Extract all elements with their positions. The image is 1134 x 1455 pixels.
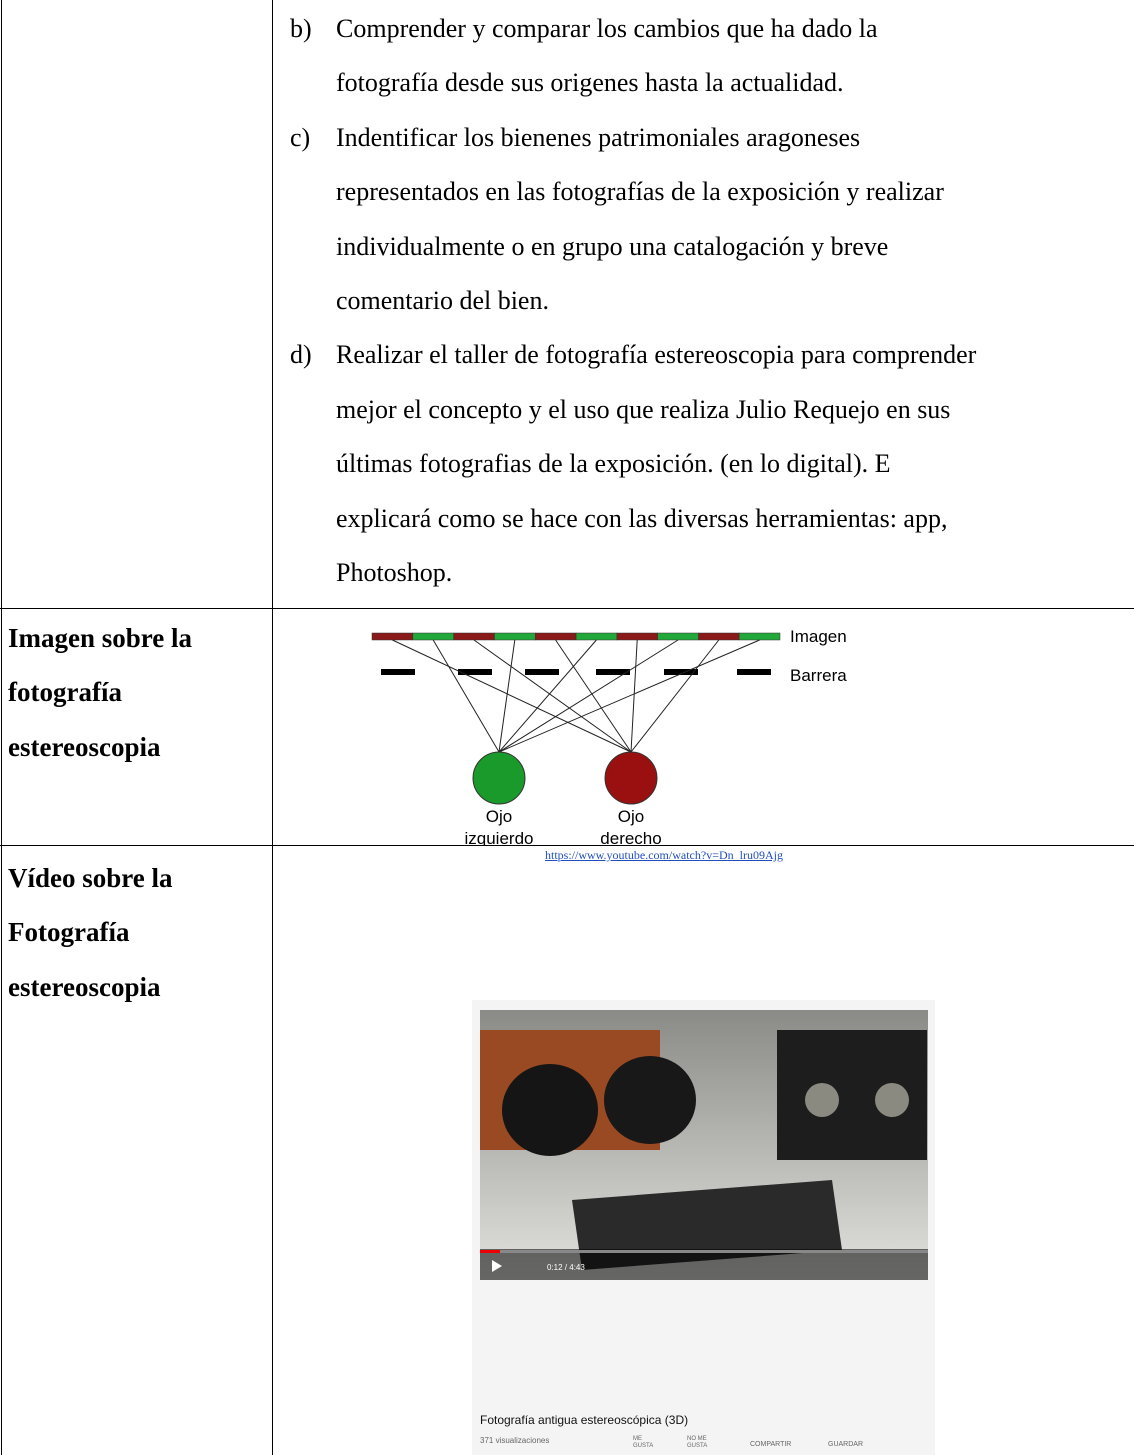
row-label: Imagen sobre la [8, 623, 193, 653]
right-eye [604, 751, 658, 805]
sight-line [473, 639, 632, 753]
sight-line [498, 639, 760, 753]
list-text: comentario del bien. [336, 286, 549, 315]
row-label: estereoscopia [8, 972, 161, 1002]
like-button[interactable]: ME [633, 1436, 642, 1442]
video-title: Fotografía antigua estereoscópica (3D) [480, 1413, 688, 1427]
row-label: Vídeo sobre la [8, 863, 173, 893]
video-screenshot: 0:12 / 4:43 Fotografía antigua estereosc… [472, 1000, 935, 1455]
control-bar [480, 1249, 928, 1280]
row-label: Fotografía [8, 917, 130, 947]
image-segment [534, 632, 577, 641]
eye-label: Ojo [618, 807, 644, 826]
list-text: Comprender y comparar los cambios que ha… [336, 14, 878, 43]
sight-line [498, 639, 597, 753]
video-link[interactable]: https://www.youtube.com/watch?v=Dn_lru09… [545, 848, 783, 862]
list-text: últimas fotografias de la exposición. (e… [336, 449, 891, 479]
image-segment [657, 632, 699, 641]
dislike-button[interactable]: GUSTA [687, 1443, 707, 1449]
list-marker: d) [290, 340, 312, 370]
row-divider [0, 608, 1134, 609]
sight-line [432, 639, 500, 753]
eye-label: derecho [600, 829, 661, 845]
list-marker: c) [290, 122, 311, 152]
image-segment [371, 632, 414, 641]
image-segment [616, 632, 658, 641]
eye-label: izquierdo [465, 829, 534, 845]
sight-line [630, 639, 638, 753]
list-text: explicará como se hace con las diversas … [336, 503, 948, 533]
barrier [737, 669, 771, 675]
list-text: representados en las fotografías de la e… [336, 177, 944, 207]
row-divider [0, 845, 1134, 846]
sight-line [630, 639, 720, 753]
video-time: 0:12 / 4:43 [547, 1263, 585, 1272]
sight-line [555, 639, 632, 753]
barrier [458, 669, 492, 675]
image-segment [698, 632, 740, 641]
list-text: fotografía desde sus origenes hasta la a… [336, 68, 844, 98]
lens [604, 1056, 696, 1144]
progress [480, 1250, 500, 1253]
image-segment [738, 632, 781, 641]
list-text: individualmente o en grupo una catalogac… [336, 231, 889, 261]
progress-bar [480, 1250, 928, 1253]
diagram-label: Barrera [790, 666, 847, 685]
image-segment [575, 632, 618, 641]
barrier [596, 669, 630, 675]
list-text: Indentificar los bienenes patrimoniales … [336, 122, 861, 152]
barrier [381, 669, 415, 675]
column-divider [272, 0, 273, 1455]
list-text: Realizar el taller de fotografía estereo… [336, 340, 977, 370]
lens [502, 1064, 598, 1156]
eye-label: Ojo [486, 807, 512, 826]
barrier [664, 669, 698, 675]
list-text: mejor el concepto y el uso que realiza J… [336, 394, 951, 424]
dislike-button[interactable]: NO ME [687, 1436, 707, 1442]
row-label: estereoscopia [8, 732, 161, 762]
sight-line [498, 639, 516, 753]
share-button[interactable]: COMPARTIR [750, 1441, 791, 1448]
video-views: 371 visualizaciones [480, 1436, 549, 1445]
barrier [525, 669, 559, 675]
image-segment [494, 632, 536, 641]
sight-line [498, 639, 679, 753]
image-segment [453, 632, 495, 641]
glass-plates [572, 1180, 842, 1270]
sight-line [392, 639, 632, 753]
list-marker: b) [290, 14, 312, 43]
table-border [1, 0, 2, 1455]
camera-lens [875, 1083, 909, 1117]
list-text: Photoshop. [336, 558, 453, 587]
stereo-diagram: Imagen Barrera Ojo izquierdo Ojo derecho [371, 627, 847, 845]
row-label: fotografía [8, 677, 122, 707]
diagram-label: Imagen [790, 627, 847, 646]
image-segment [412, 632, 454, 641]
like-button[interactable]: GUSTA [633, 1443, 653, 1449]
left-eye [472, 751, 526, 805]
camera-lens [805, 1083, 839, 1117]
play-button[interactable] [492, 1260, 502, 1272]
save-button[interactable]: GUARDAR [828, 1441, 863, 1448]
